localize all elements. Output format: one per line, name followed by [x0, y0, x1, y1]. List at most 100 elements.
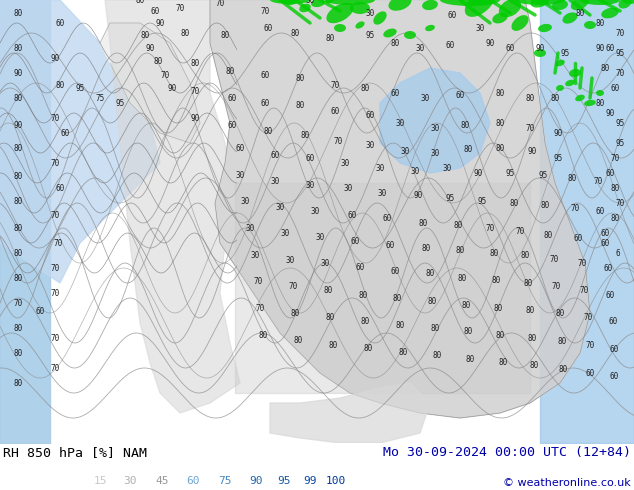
Text: 90: 90: [249, 476, 262, 486]
Text: 80: 80: [136, 0, 145, 4]
Text: 80: 80: [13, 323, 23, 333]
Text: 90: 90: [413, 191, 423, 199]
Text: 70: 70: [50, 289, 60, 297]
Text: 95: 95: [616, 49, 624, 57]
Ellipse shape: [356, 22, 365, 28]
Text: 60: 60: [600, 239, 610, 247]
Text: 30: 30: [396, 119, 404, 127]
Text: 30: 30: [285, 255, 295, 265]
Text: 80: 80: [358, 291, 368, 299]
Text: 80: 80: [611, 183, 619, 193]
Polygon shape: [270, 383, 430, 443]
Text: 80: 80: [301, 130, 309, 140]
Text: 60: 60: [605, 44, 614, 52]
Text: 70: 70: [288, 281, 297, 291]
Ellipse shape: [440, 0, 500, 6]
Text: 95: 95: [477, 196, 487, 205]
Text: 80: 80: [325, 313, 335, 321]
Ellipse shape: [325, 0, 335, 3]
Text: 80: 80: [521, 250, 529, 260]
Ellipse shape: [270, 0, 310, 4]
Text: 80: 80: [391, 39, 399, 48]
Text: 80: 80: [524, 278, 533, 288]
Text: 30: 30: [401, 147, 410, 155]
Text: 60: 60: [351, 237, 359, 245]
Text: 30: 30: [306, 0, 314, 4]
Text: 90: 90: [13, 121, 23, 129]
Ellipse shape: [584, 100, 596, 106]
Text: 70: 70: [578, 259, 586, 268]
Text: 80: 80: [455, 245, 465, 254]
Ellipse shape: [531, 0, 550, 7]
Ellipse shape: [499, 0, 521, 17]
Text: 70: 70: [254, 276, 262, 286]
Text: RH 850 hPa [%] NAM: RH 850 hPa [%] NAM: [3, 446, 147, 459]
Text: 30: 30: [420, 94, 430, 102]
Text: 90: 90: [474, 169, 482, 177]
Ellipse shape: [311, 0, 325, 7]
Text: 60: 60: [150, 6, 160, 16]
Text: 30: 30: [443, 164, 451, 172]
Text: 70: 70: [333, 137, 342, 146]
Text: 60: 60: [391, 89, 399, 98]
Ellipse shape: [569, 69, 581, 77]
Text: 95: 95: [505, 169, 515, 177]
Text: 80: 80: [493, 303, 503, 313]
Text: 80: 80: [396, 320, 404, 329]
Text: 70: 70: [515, 226, 524, 236]
Text: 80: 80: [498, 358, 508, 367]
Text: 60: 60: [595, 206, 605, 216]
Text: 80: 80: [463, 326, 472, 336]
Text: 70: 70: [160, 71, 170, 79]
Text: 60: 60: [55, 19, 65, 27]
Text: 80: 80: [295, 74, 304, 82]
Text: 60: 60: [573, 234, 583, 243]
Text: 30: 30: [240, 196, 250, 205]
Text: 80: 80: [323, 286, 333, 294]
Text: 70: 70: [616, 198, 624, 207]
Text: 80: 80: [430, 323, 439, 333]
Text: 95: 95: [115, 98, 125, 107]
Text: 70: 70: [176, 3, 184, 13]
Text: 90: 90: [605, 108, 614, 118]
Ellipse shape: [580, 0, 620, 5]
Text: 80: 80: [295, 100, 304, 109]
Text: 70: 70: [579, 286, 588, 294]
Ellipse shape: [389, 0, 411, 11]
Text: 80: 80: [328, 341, 338, 349]
Ellipse shape: [422, 0, 438, 10]
Text: 80: 80: [363, 343, 373, 352]
Text: 90: 90: [553, 128, 562, 138]
Ellipse shape: [299, 4, 311, 12]
Text: 80: 80: [13, 94, 23, 102]
Text: 80: 80: [495, 144, 505, 152]
Ellipse shape: [404, 31, 416, 39]
Text: 60: 60: [391, 267, 399, 275]
Text: 75: 75: [218, 476, 232, 486]
Text: 80: 80: [465, 354, 475, 364]
Ellipse shape: [350, 2, 370, 14]
Ellipse shape: [571, 0, 589, 10]
Text: 80: 80: [509, 198, 519, 207]
Text: 80: 80: [13, 8, 23, 18]
Text: 80: 80: [462, 300, 470, 310]
Ellipse shape: [534, 49, 546, 57]
Text: 60: 60: [609, 344, 619, 353]
Text: © weatheronline.co.uk: © weatheronline.co.uk: [503, 478, 631, 488]
Text: 95: 95: [560, 49, 569, 57]
Text: 70: 70: [330, 80, 340, 90]
Text: 60: 60: [36, 307, 44, 316]
Text: 90: 90: [145, 44, 155, 52]
Text: 80: 80: [425, 269, 435, 277]
Text: 70: 70: [552, 281, 560, 291]
Text: 80: 80: [567, 173, 577, 182]
Text: 95: 95: [75, 83, 84, 93]
Text: 70: 70: [216, 0, 224, 7]
Text: 30: 30: [315, 232, 325, 242]
Text: 30: 30: [123, 476, 137, 486]
Text: 30: 30: [430, 123, 439, 132]
Text: 80: 80: [463, 145, 472, 153]
Text: 80: 80: [190, 58, 200, 68]
Text: 80: 80: [543, 230, 553, 240]
Text: 80: 80: [595, 19, 605, 27]
